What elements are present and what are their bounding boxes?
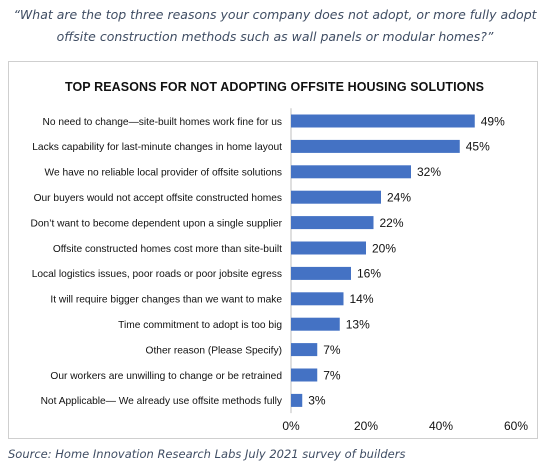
data-label: 32%	[417, 165, 441, 179]
data-label: 14%	[350, 292, 374, 306]
bar	[291, 216, 374, 230]
x-tick-label: 20%	[354, 419, 378, 433]
x-tick-label: 0%	[282, 419, 300, 433]
category-label: Don’t want to become dependent upon a si…	[31, 218, 283, 229]
category-label: We have no reliable local provider of of…	[45, 168, 282, 179]
bar	[291, 317, 340, 331]
survey-question: “What are the top three reasons your com…	[13, 7, 537, 44]
category-label: It will require bigger changes than we w…	[50, 295, 282, 306]
category-label: Not Applicable— We already use offsite m…	[41, 396, 283, 407]
category-label: Other reason (Please Specify)	[146, 345, 282, 356]
category-label: Offsite constructed homes cost more than…	[53, 244, 282, 255]
bar	[291, 190, 381, 204]
data-label: 7%	[323, 368, 341, 382]
data-label: 3%	[308, 394, 326, 408]
data-label: 49%	[481, 114, 505, 128]
bar	[291, 292, 344, 306]
data-label: 20%	[372, 241, 396, 255]
category-label: Our buyers would not accept offsite cons…	[34, 193, 282, 204]
category-label: Local logistics issues, poor roads or po…	[32, 269, 282, 280]
data-label: 7%	[323, 343, 341, 357]
category-label: Lacks capability for last-minute changes…	[32, 142, 282, 153]
bar	[291, 368, 318, 382]
data-label: 45%	[466, 140, 490, 154]
source-note: Source: Home Innovation Research Labs Ju…	[8, 447, 406, 461]
data-label: 16%	[357, 267, 381, 281]
bar	[291, 393, 303, 407]
x-tick-label: 40%	[429, 419, 453, 433]
category-label: Time commitment to adopt is too big	[118, 320, 282, 331]
x-tick-label: 60%	[504, 419, 528, 433]
bar	[291, 165, 411, 179]
bar	[291, 139, 460, 153]
data-label: 24%	[387, 191, 411, 205]
bar	[291, 114, 475, 128]
data-label: 13%	[346, 318, 370, 332]
bar	[291, 241, 366, 255]
data-label: 22%	[380, 216, 404, 230]
category-label: No need to change—site-built homes work …	[42, 117, 282, 128]
chart-title: TOP REASONS FOR NOT ADOPTING OFFSITE HOU…	[64, 80, 485, 94]
bar	[291, 266, 351, 280]
category-label: Our workers are unwilling to change or b…	[50, 371, 282, 382]
bar	[291, 343, 318, 357]
